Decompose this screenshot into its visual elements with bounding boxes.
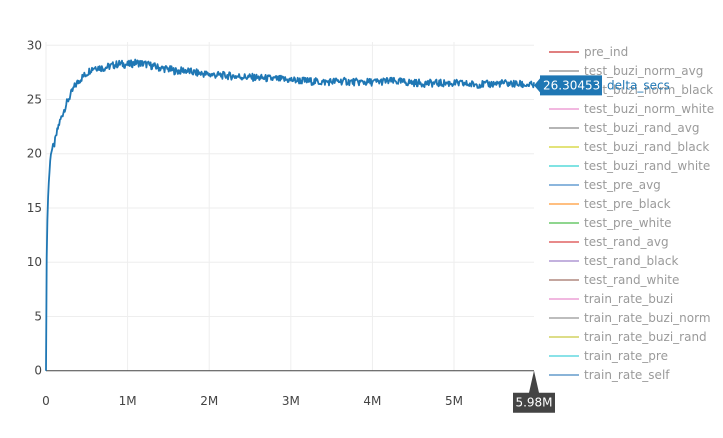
legend: pre_ind test_buzi_norm_avg test_buzi_norm_… (549, 45, 714, 382)
legend-label: test_buzi_norm_white (584, 102, 714, 116)
legend-label: test_pre_black (584, 197, 671, 211)
legend-item[interactable]: test_buzi_norm_white (549, 102, 714, 116)
hover-x-box (513, 370, 555, 413)
legend-item[interactable]: test_pre_avg (549, 178, 661, 192)
hover-series-name: delta_secs (607, 78, 670, 92)
legend-item[interactable]: test_buzi_norm_avg (549, 64, 703, 78)
hover-value-label: 26.30453 (543, 78, 600, 92)
hover-value-box (534, 75, 602, 96)
legend-item[interactable]: test_buzi_rand_avg (549, 121, 699, 135)
hover-x-label: 5.98M (515, 396, 552, 410)
legend-label: test_pre_avg (584, 178, 661, 192)
y-tick-label: 15 (27, 201, 42, 215)
legend-label: test_rand_white (584, 273, 679, 287)
legend-label: train_rate_buzi_rand (584, 330, 707, 344)
x-tick-label: 5M (445, 394, 463, 408)
x-tick-label: 1M (119, 394, 137, 408)
x-tick-label: 0 (42, 394, 50, 408)
legend-item[interactable]: train_rate_buzi_rand (549, 330, 707, 344)
legend-item[interactable]: test_pre_black (549, 197, 671, 211)
x-tick-label: 3M (282, 394, 300, 408)
legend-item[interactable]: train_rate_buzi_norm (549, 311, 711, 325)
legend-item[interactable]: train_rate_self (549, 368, 670, 382)
legend-label: test_buzi_rand_avg (584, 121, 699, 135)
x-tick-label: 2M (200, 394, 218, 408)
legend-label: test_pre_white (584, 216, 672, 230)
legend-item[interactable]: test_rand_black (549, 254, 678, 268)
legend-item[interactable]: test_buzi_rand_white (549, 159, 710, 173)
y-tick-label: 25 (27, 93, 42, 107)
hover-tooltip: 26.30453 delta_secs 5.98M (513, 75, 670, 413)
legend-label: train_rate_self (584, 368, 670, 382)
legend-item[interactable]: test_pre_white (549, 216, 672, 230)
legend-item[interactable]: train_rate_buzi (549, 292, 673, 306)
legend-label: test_rand_avg (584, 235, 669, 249)
legend-label: test_rand_black (584, 254, 678, 268)
legend-label: test_buzi_rand_black (584, 140, 709, 154)
x-tick-label: 4M (363, 394, 381, 408)
legend-label: train_rate_buzi (584, 292, 673, 306)
legend-label: train_rate_pre (584, 349, 668, 363)
legend-item[interactable]: test_rand_white (549, 273, 679, 287)
plot-area[interactable] (45, 58, 535, 371)
y-tick-labels: 0 5 10 15 20 25 30 (27, 38, 42, 377)
legend-item[interactable]: test_rand_avg (549, 235, 669, 249)
y-tick-label: 20 (27, 147, 42, 161)
grid-lines (45, 42, 534, 371)
y-tick-label: 5 (34, 309, 42, 323)
legend-item[interactable]: pre_ind (549, 45, 628, 59)
legend-label: pre_ind (584, 45, 628, 59)
legend-label: train_rate_buzi_norm (584, 311, 711, 325)
legend-item[interactable]: train_rate_pre (549, 349, 668, 363)
legend-item[interactable]: test_buzi_rand_black (549, 140, 709, 154)
legend-label: test_buzi_norm_black (584, 83, 713, 97)
x-tick-labels: 0 1M 2M 3M 4M 5M (42, 394, 463, 408)
series-line-delta-secs[interactable] (45, 58, 535, 371)
y-tick-label: 30 (27, 38, 42, 52)
y-tick-label: 0 (34, 364, 42, 378)
legend-label: test_buzi_norm_avg (584, 64, 703, 78)
y-tick-label: 10 (27, 255, 42, 269)
legend-label: test_buzi_rand_white (584, 159, 710, 173)
